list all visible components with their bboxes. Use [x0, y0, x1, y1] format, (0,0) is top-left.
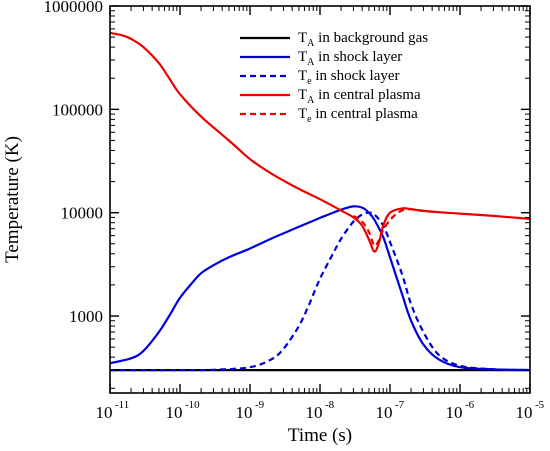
series-line-2 — [109, 205, 531, 372]
x-tick-label: 10 — [376, 403, 393, 422]
x-tick-exponent: -10 — [185, 399, 200, 411]
x-tick-label: 10 — [446, 403, 463, 422]
y-tick-label: 1000 — [69, 307, 103, 326]
y-tick-label: 10000 — [61, 204, 104, 223]
legend-label: TA in background gas — [298, 30, 428, 49]
legend-label: TA in shock layer — [298, 49, 402, 68]
x-tick-label: 10 — [236, 403, 253, 422]
y-axis-label: Temperature (K) — [2, 136, 23, 263]
axis-ticks — [109, 5, 531, 393]
x-tick-label: 10 — [306, 403, 323, 422]
series-line-5 — [352, 208, 439, 247]
x-tick-exponent: -6 — [465, 399, 475, 411]
x-tick-exponent: -11 — [115, 399, 129, 411]
x-tick-label: 10 — [516, 403, 533, 422]
legend-label: Te in shock layer — [298, 68, 400, 87]
series-line-4 — [109, 31, 531, 253]
series-line-3 — [110, 211, 531, 372]
series-lines — [109, 31, 531, 372]
legend-label: TA in central plasma — [298, 87, 421, 106]
legend-label: Te in central plasma — [298, 106, 418, 125]
x-tick-exponent: -5 — [535, 399, 545, 411]
y-tick-label: 1000000 — [44, 0, 104, 16]
x-tick-label: 10 — [96, 403, 113, 422]
x-tick-label: 10 — [166, 403, 183, 422]
axis-tick-labels: 10 -11 10 -10 10 -9 10 -8 10 -7 10 -6 10 -51000100001… — [44, 0, 545, 422]
x-tick-exponent: -8 — [325, 399, 335, 411]
x-tick-exponent: -9 — [255, 399, 265, 411]
x-axis-label: Time (s) — [288, 425, 352, 446]
x-tick-exponent: -7 — [395, 399, 405, 411]
y-tick-label: 100000 — [52, 100, 103, 119]
